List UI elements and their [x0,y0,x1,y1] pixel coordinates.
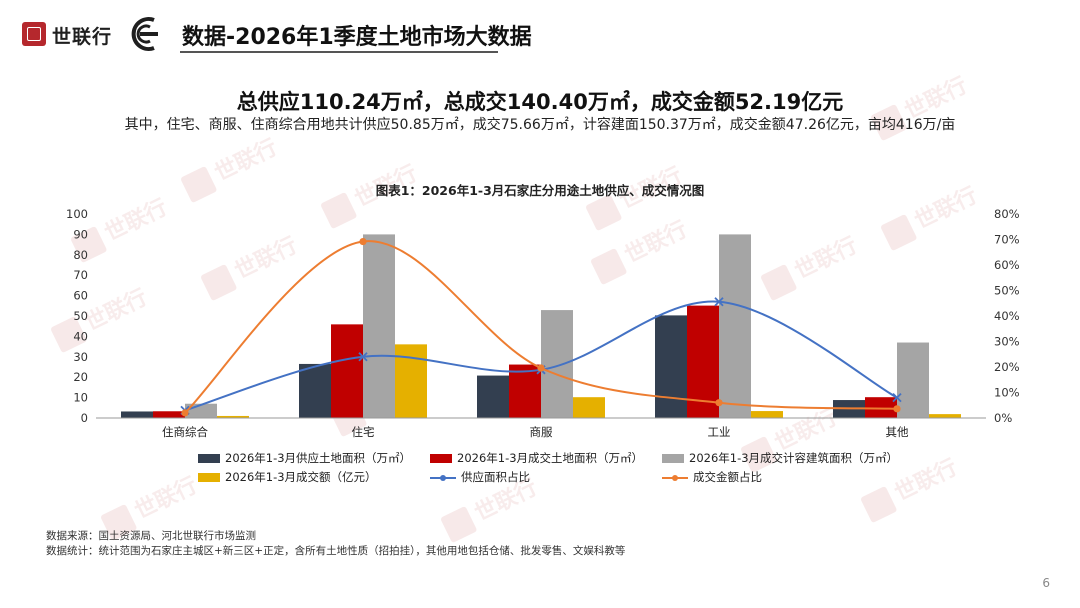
bar-amount [573,397,605,418]
y-tick-label: 60 [73,289,88,303]
bar-deal [509,364,541,418]
legend-swatch-amount-ratio [662,472,688,484]
point-amount-ratio [359,237,367,246]
bar-gfa [541,310,573,418]
bar-gfa [719,234,751,418]
bar-supply [299,363,331,418]
y2-tick-label: 80% [994,207,1020,221]
x-tick-label: 商服 [530,425,553,439]
page-title: 数据-2026年1季度土地市场大数据 [182,25,532,50]
y-tick-label: 30 [73,350,88,364]
subline-summary: 其中，住宅、商服、住商综合用地共计供应50.85万㎡，成交75.66万㎡，计容建… [124,117,956,133]
legend-item-amount-ratio: 成交金额占比 [662,469,762,485]
point-supply-ratio [892,392,902,403]
y-tick-label: 70 [73,268,88,282]
y-tick-label: 40 [73,329,88,343]
legend-swatch-amount [198,473,220,482]
bar-deal [331,324,363,418]
company-mark-icon [131,17,158,51]
line-amount-ratio [184,240,898,414]
y2-tick-label: 20% [994,360,1020,374]
x-tick-label: 住宅 [352,425,375,439]
y-tick-label: 20 [73,370,88,384]
point-supply-ratio [714,297,724,307]
y-tick-label: 10 [73,391,88,405]
point-amount-ratio [181,409,189,417]
bar-amount [929,414,961,418]
bar-amount [395,344,427,418]
bar-amount [751,411,783,418]
headline-summary: 总供应110.24万㎡，总成交140.40万㎡，成交金额52.19亿元 [236,90,844,114]
legend-item-supply-ratio: 供应面积占比 [430,469,530,485]
legend-swatch-supply-ratio [430,472,456,484]
header: 世联行 数据-2026年1季度土地市场大数据 [0,0,1080,72]
y2-tick-label: 70% [994,233,1020,247]
bar-supply [121,411,153,418]
point-supply-ratio [358,352,368,362]
y2-tick-label: 0% [994,411,1012,425]
y-tick-label: 80 [73,248,88,262]
x-tick-label: 其他 [886,425,909,439]
y-tick-label: 50 [73,309,88,323]
footnotes: 数据来源：国土资源局、河北世联行市场监测 数据统计：统计范围为石家庄主城区+新三… [46,529,625,559]
y2-tick-label: 50% [994,284,1020,298]
y-tick-label: 0 [81,411,88,425]
brand-name: 世联行 [52,26,113,48]
point-amount-ratio [893,405,901,413]
legend-item-gfa: 2026年1-3月成交计容建筑面积（万㎡） [662,450,898,466]
bar-gfa [897,342,929,418]
bar-supply [655,315,687,418]
x-tick-label: 工业 [708,425,731,439]
bar-deal [153,411,185,418]
point-amount-ratio [537,364,545,372]
chart-title: 图表1：2026年1-3月石家庄分用途土地供应、成交情况图 [375,183,705,198]
legend-item-amount: 2026年1-3月成交额（亿元） [198,469,377,485]
title-underline [180,51,498,53]
x-tick-label: 住商综合 [162,425,208,439]
y2-tick-label: 10% [994,386,1020,400]
y-tick-label: 90 [73,227,88,241]
legend-item-supply: 2026年1-3月供应土地面积（万㎡） [198,450,411,466]
brand-logo-icon [22,22,46,46]
page-number: 6 [1042,576,1050,590]
y2-tick-label: 30% [994,335,1020,349]
bar-gfa [363,234,395,418]
bar-amount [217,415,249,418]
legend-item-deal: 2026年1-3月成交土地面积（万㎡） [430,450,643,466]
data-scope-note: 数据统计：统计范围为石家庄主城区+新三区+正定，含所有土地性质（招拍挂），其他用… [46,545,626,557]
data-source-note: 数据来源：国土资源局、河北世联行市场监测 [46,530,256,542]
point-amount-ratio [715,399,723,407]
legend-swatch-supply [198,454,220,463]
legend-swatch-gfa [662,454,684,463]
legend-swatch-deal [430,454,452,463]
land-chart: 0 10 20 30 40 50 60 70 80 90 100 0% 10% 20% 30% 40% 50% 6… [66,207,1020,439]
bar-supply [477,375,509,418]
y-tick-label: 100 [66,207,88,221]
y2-tick-label: 60% [994,258,1020,272]
y2-tick-label: 40% [994,309,1020,323]
